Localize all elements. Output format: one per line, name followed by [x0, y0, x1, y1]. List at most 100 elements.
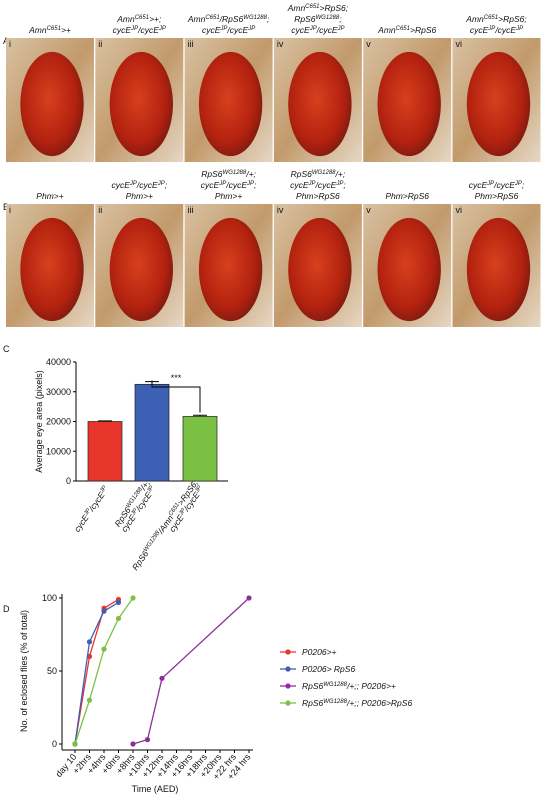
- text-segment: cycE: [202, 25, 221, 35]
- superscript: JP: [129, 181, 137, 187]
- text-segment: /+;: [335, 169, 346, 179]
- y-axis-label: Average eye area (pixels): [34, 370, 44, 472]
- point: [130, 741, 136, 747]
- text-segment: cycE: [111, 180, 130, 190]
- image-label: cycEJP/cycEJP: [202, 25, 255, 35]
- point: [246, 595, 252, 601]
- y-tick-label: 0: [66, 476, 71, 486]
- error-bar: [98, 420, 112, 422]
- image-label: cycEJP/cycEJP: [113, 25, 166, 35]
- text-segment: >+;: [149, 14, 162, 24]
- superscript: JP: [335, 181, 343, 187]
- text-segment: /cycE: [137, 25, 159, 35]
- text-segment: P0206>+: [302, 647, 337, 657]
- numeral: i: [9, 39, 11, 49]
- text-segment: /+;: [245, 169, 256, 179]
- bar: [134, 383, 170, 482]
- superscript: JP: [194, 485, 204, 495]
- superscript: JP: [99, 485, 109, 495]
- text-segment: cycE: [113, 25, 132, 35]
- eye: [198, 217, 263, 322]
- text-segment: Amn: [187, 14, 206, 24]
- y-tick-label: 0: [52, 739, 57, 749]
- y-tick-label: 10000: [46, 446, 71, 456]
- numeral: ii: [98, 205, 102, 215]
- image-label: cycEJP/cycEJP: [470, 25, 523, 35]
- point: [144, 737, 151, 743]
- superscript: JP: [515, 26, 523, 32]
- superscript: WG1288: [223, 170, 247, 176]
- text-segment: >RpS6: [410, 25, 436, 35]
- text-segment: /cycE: [225, 180, 247, 190]
- superscript: JP: [309, 26, 317, 32]
- image-label: cycEJP/cycEJP;: [201, 180, 257, 190]
- series-line: [132, 597, 250, 745]
- superscript: JP: [218, 181, 226, 187]
- superscript: C651: [47, 26, 61, 32]
- eye: [466, 217, 531, 322]
- image-label: cycEJP/cycEJP;: [469, 180, 525, 190]
- eye: [198, 51, 263, 157]
- numeral: i: [9, 205, 11, 215]
- image-label: AmnC651>RpS6;: [465, 14, 527, 24]
- image-label: Phm>+: [215, 191, 242, 201]
- superscript: WG1288: [316, 15, 340, 21]
- numeral: iii: [188, 205, 194, 215]
- text-segment: /+;; P0206>+: [346, 681, 396, 691]
- superscript: WG1288: [143, 530, 162, 553]
- superscript: JP: [130, 508, 140, 518]
- y-axis-label: No. of eclosed flies (% of total): [19, 610, 29, 732]
- text-segment: ;: [267, 14, 270, 24]
- text-segment: Amn: [116, 14, 135, 24]
- point: [115, 615, 122, 622]
- text-segment: >RpS6;: [320, 3, 349, 13]
- image-label: AmnC651>RpS6;: [287, 3, 349, 13]
- superscript: JP: [158, 26, 166, 32]
- image-label: Phm>RpS6: [385, 191, 429, 201]
- text-segment: Amn: [377, 25, 396, 35]
- superscript: C651: [135, 15, 149, 21]
- text-segment: >+: [61, 25, 71, 35]
- numeral: iv: [277, 205, 284, 215]
- text-segment: ;: [343, 180, 346, 190]
- superscript: WG1288: [323, 699, 347, 705]
- text-segment: RpS6: [201, 169, 223, 179]
- panel-letter: D: [3, 604, 10, 614]
- text-segment: /cycE: [494, 25, 516, 35]
- superscript: JP: [486, 181, 494, 187]
- image-label: AmnC651>+: [28, 25, 71, 35]
- significance: ***: [171, 373, 182, 383]
- image-label: cycEJP/cycEJP;: [290, 180, 346, 190]
- superscript: JP: [146, 485, 156, 495]
- superscript: JP: [337, 26, 345, 32]
- image-label: Phm>+: [126, 191, 153, 201]
- text-segment: /cycE: [316, 25, 338, 35]
- numeral: v: [366, 39, 371, 49]
- numeral: iii: [188, 39, 194, 49]
- superscript: JP: [514, 181, 522, 187]
- image-label: RpS6WG1288/+;: [291, 169, 346, 179]
- text-segment: ;: [254, 180, 257, 190]
- text-segment: /cycE: [315, 180, 337, 190]
- superscript: WG1288: [312, 170, 336, 176]
- y-tick-label: 30000: [46, 387, 71, 397]
- superscript: JP: [487, 26, 495, 32]
- eye: [466, 51, 531, 157]
- superscript: JP: [130, 26, 138, 32]
- text-segment: ;: [165, 180, 168, 190]
- point: [86, 639, 93, 645]
- text-segment: RpS6: [294, 14, 316, 24]
- y-tick-label: 100: [42, 593, 57, 603]
- text-segment: RpS6: [302, 681, 324, 691]
- y-tick-label: 20000: [46, 417, 71, 427]
- text-segment: cycE: [201, 180, 220, 190]
- superscript: JP: [178, 508, 188, 518]
- point: [115, 599, 122, 605]
- bar: [182, 416, 218, 482]
- numeral: iv: [277, 39, 284, 49]
- text-segment: cycE: [291, 25, 310, 35]
- point: [101, 646, 107, 652]
- image-label: AmnC651>+;: [116, 14, 162, 24]
- text-segment: cycE: [470, 25, 489, 35]
